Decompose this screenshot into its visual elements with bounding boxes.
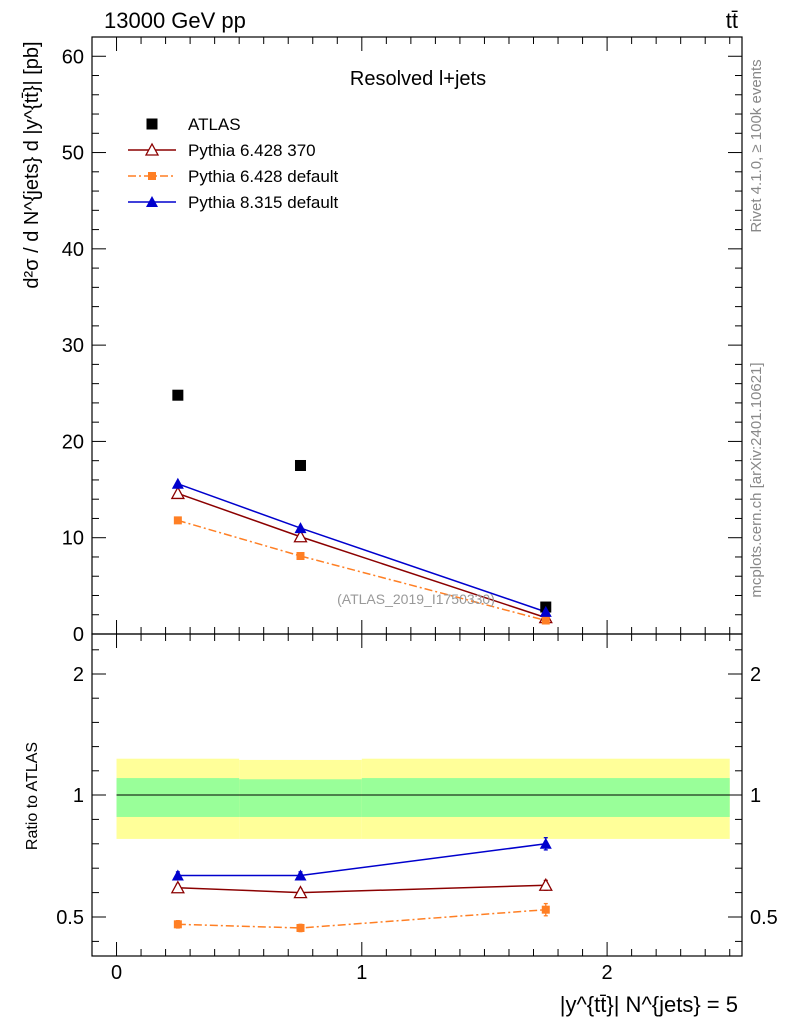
data-point [173,516,182,525]
process-label: tt̄ [726,8,738,33]
y-tick-label: 50 [62,143,84,165]
ratio-y-tick-label: 0.5 [56,907,84,929]
ratio-y-tick-label: 2 [73,664,84,686]
legend-marker [146,196,158,207]
data-point [293,529,308,543]
ratio-line [177,843,546,877]
ratio-point [294,869,307,881]
uncertainty-band-inner [361,778,730,817]
ratio-point [296,923,305,932]
uncertainty-band-inner [239,779,362,817]
y-tick-label: 0 [73,624,84,646]
uncertainty-band-inner [116,778,240,817]
ratio-line [177,908,546,929]
x-tick-label: 1 [356,962,367,984]
legend-label: Pythia 8.315 default [188,193,339,212]
ratio-point [293,885,308,899]
y-tick-label: 10 [62,528,84,550]
main-panel: 0 10 20 30 40 50 60 Resolved l+jets (ATLAS_201… [21,36,743,646]
x-axis-label: |y^{tt̄}| N^{jets} = 5 [560,992,738,1017]
ratio-point [539,837,552,849]
legend-marker [146,118,158,130]
ratio-point [171,869,184,881]
ratio-point [170,880,185,894]
ratio-panel: 0.5 0.5 1 1 2 2 0 1 2 Ratio to ATLAS |y^{tt̄}| N… [24,633,778,1017]
data-point [296,552,305,561]
data-point [172,389,184,401]
y-tick-label: 30 [62,335,84,357]
y-tick-label: 40 [62,239,84,261]
data-point [541,616,550,625]
legend-marker [148,172,156,180]
ratio-line [177,884,546,894]
x-tick-label: 2 [602,962,613,984]
ratio-point [173,920,182,929]
ratio-y-tick-label: 1 [750,785,761,807]
data-point [294,459,306,471]
legend-label: Pythia 6.428 default [188,167,339,186]
rivet-label: Rivet 4.1.0, ≥ 100k events [748,59,765,232]
energy-label: 13000 GeV pp [104,8,246,33]
ratio-y-tick-label: 0.5 [750,907,778,929]
data-point [539,605,552,617]
data-point [171,477,184,489]
watermark: (ATLAS_2019_I1750330) [337,591,495,607]
ratio-ylabel: Ratio to ATLAS [24,742,41,850]
mcplots-label: mcplots.cern.ch [arXiv:2401.10621] [748,362,765,597]
main-title: Resolved l+jets [350,68,486,90]
ratio-y-tick-label: 1 [73,785,84,807]
legend-label: ATLAS [188,115,241,134]
ratio-point [538,877,553,891]
main-ylabel: d²σ / d N^{jets} d |y^{tt̄}| [pb] [21,41,43,288]
data-point [294,522,307,534]
legend-label: Pythia 6.428 370 [188,141,316,160]
ratio-point [541,905,550,914]
x-tick-label: 0 [111,962,122,984]
y-tick-label: 20 [62,431,84,453]
legend-marker [144,142,160,156]
legend: ATLAS Pythia 6.428 370 Pythia 6.428 defaul… [128,115,339,212]
y-tick-label: 60 [62,46,84,68]
data-point [170,486,185,500]
ratio-y-tick-label: 2 [750,664,761,686]
